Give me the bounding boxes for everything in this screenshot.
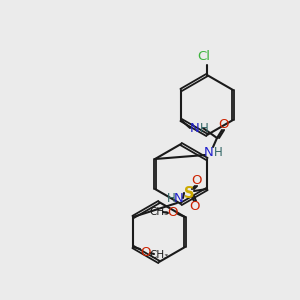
Text: H: H bbox=[167, 191, 176, 205]
Text: O: O bbox=[190, 200, 200, 212]
Text: N: N bbox=[190, 122, 200, 134]
Text: S: S bbox=[184, 185, 194, 200]
Text: O: O bbox=[218, 118, 228, 130]
Text: N: N bbox=[204, 146, 214, 158]
Text: N: N bbox=[174, 191, 184, 205]
Text: O: O bbox=[140, 245, 150, 259]
Text: O: O bbox=[168, 206, 178, 220]
Text: Cl: Cl bbox=[197, 50, 211, 63]
Text: O: O bbox=[192, 175, 202, 188]
Text: CH₃: CH₃ bbox=[149, 207, 169, 217]
Text: H: H bbox=[200, 122, 208, 134]
Text: H: H bbox=[214, 146, 222, 158]
Text: CH₃: CH₃ bbox=[149, 250, 169, 260]
